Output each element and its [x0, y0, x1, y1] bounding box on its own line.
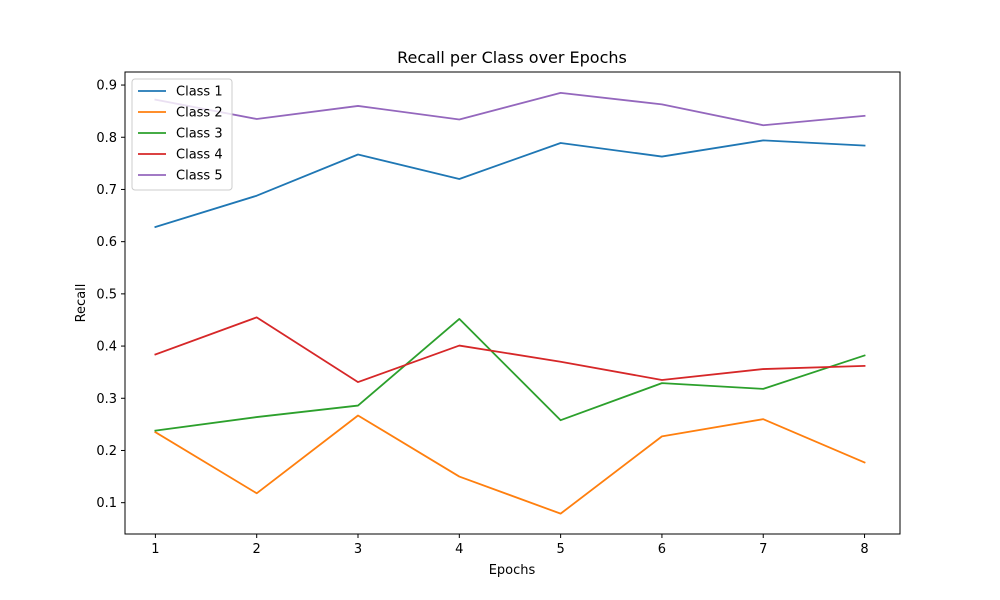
y-tick-label: 0.8 [96, 131, 117, 146]
x-tick-label: 1 [151, 542, 159, 557]
y-tick-label: 0.6 [96, 235, 117, 250]
legend-label-class-1: Class 1 [176, 85, 223, 100]
x-tick-label: 5 [556, 542, 564, 557]
y-axis-label: Recall [74, 284, 89, 323]
y-tick-label: 0.4 [96, 340, 117, 355]
x-tick-label: 2 [253, 542, 261, 557]
series-line-class-5 [154, 91, 866, 127]
y-tick-label: 0.5 [96, 287, 117, 302]
legend-label-class-3: Class 3 [176, 127, 223, 142]
legend-label-class-4: Class 4 [176, 148, 223, 163]
plot-frame [124, 71, 901, 535]
y-tick-label: 0.1 [96, 496, 117, 511]
legend-label-class-2: Class 2 [176, 106, 223, 121]
x-tick-label: 3 [354, 542, 362, 557]
chart-title: Recall per Class over Epochs [397, 48, 627, 67]
y-tick-label: 0.7 [96, 183, 117, 198]
series-line-class-1 [154, 139, 866, 229]
series-line-class-2 [154, 414, 866, 515]
series-line-class-4 [154, 316, 866, 383]
x-tick-label: 4 [455, 542, 463, 557]
x-axis-label: Epochs [489, 563, 536, 578]
y-tick-label: 0.2 [96, 444, 117, 459]
plot-area: 1 2 3 4 5 6 7 8 0.1 0.2 0.3 0.4 0.5 0.6 0.7 0.8 0.9 Class… [96, 71, 901, 557]
legend-label-class-5: Class 5 [176, 169, 223, 184]
x-tick-label: 7 [759, 542, 767, 557]
legend-box [131, 78, 233, 191]
x-tick-label: 6 [658, 542, 666, 557]
y-tick-label: 0.3 [96, 392, 117, 407]
x-tick-label: 8 [860, 542, 868, 557]
series-line-class-3 [154, 318, 866, 432]
y-tick-label: 0.9 [96, 79, 117, 94]
